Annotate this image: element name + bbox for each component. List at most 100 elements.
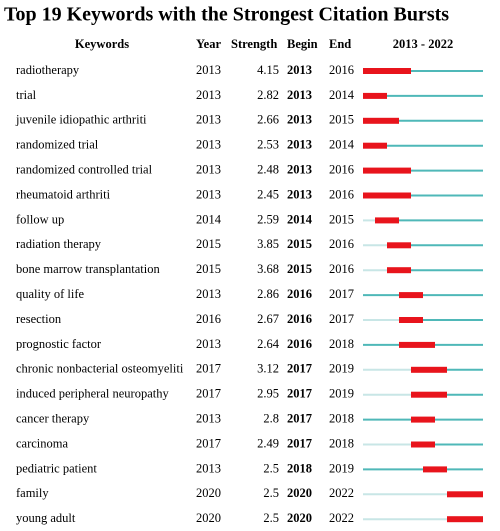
begin: 2016 xyxy=(287,287,312,301)
end: 2016 xyxy=(329,237,354,251)
burst-bar xyxy=(363,68,411,74)
end: 2014 xyxy=(329,88,355,102)
strength: 2.66 xyxy=(257,113,279,127)
begin: 2013 xyxy=(287,187,312,201)
keyword: juvenile idiopathic arthriti xyxy=(15,113,147,127)
header: Year xyxy=(196,37,221,51)
strength: 3.85 xyxy=(257,237,279,251)
strength: 2.5 xyxy=(263,461,279,475)
end: 2016 xyxy=(329,162,354,176)
burst-bar xyxy=(363,192,411,199)
year: 2013 xyxy=(196,138,221,152)
burst-bar xyxy=(411,391,447,398)
begin: 2017 xyxy=(287,436,312,450)
strength: 2.53 xyxy=(257,138,279,152)
strength: 2.67 xyxy=(257,312,279,326)
keyword: family xyxy=(16,486,49,500)
burst-bar xyxy=(363,117,399,124)
keyword: chronic nonbacterial osteomyeliti xyxy=(16,362,184,376)
end: 2018 xyxy=(329,337,354,351)
strength: 4.15 xyxy=(257,63,279,77)
begin: 2020 xyxy=(287,511,312,525)
burst-bar xyxy=(399,292,423,299)
year: 2013 xyxy=(196,113,221,127)
keyword: pediatric patient xyxy=(16,461,97,475)
begin: 2016 xyxy=(287,312,312,326)
burst-bar xyxy=(447,491,483,498)
begin: 2013 xyxy=(287,113,312,127)
begin: 2017 xyxy=(287,362,312,376)
end: 2014 xyxy=(329,138,355,152)
keyword: randomized controlled trial xyxy=(16,162,153,176)
burst-bar xyxy=(375,217,399,224)
year: 2017 xyxy=(196,387,221,401)
burst-bar xyxy=(363,92,387,99)
begin: 2017 xyxy=(287,387,312,401)
burst-bar xyxy=(399,341,435,348)
year: 2017 xyxy=(196,436,221,450)
keyword: follow up xyxy=(16,212,64,226)
burst-bar xyxy=(447,516,483,523)
title: Top 19 Keywords with the Strongest Citat… xyxy=(4,4,449,26)
begin: 2015 xyxy=(287,237,312,251)
keyword: cancer therapy xyxy=(16,411,90,425)
burst-bar xyxy=(363,167,411,174)
keyword: radiation therapy xyxy=(16,237,102,251)
burst-bar xyxy=(387,242,411,249)
year: 2014 xyxy=(196,212,222,226)
strength: 2.48 xyxy=(257,162,279,176)
keyword: carcinoma xyxy=(16,436,69,450)
strength: 2.82 xyxy=(257,88,279,102)
keyword: young adult xyxy=(16,511,76,525)
year: 2020 xyxy=(196,511,221,525)
burst-bar xyxy=(411,416,435,423)
end: 2015 xyxy=(329,212,354,226)
year: 2013 xyxy=(196,187,221,201)
burst-bar xyxy=(387,267,411,274)
end: 2017 xyxy=(329,312,354,326)
year: 2015 xyxy=(196,262,221,276)
begin: 2013 xyxy=(287,63,312,77)
keyword: radiotherapy xyxy=(16,63,80,77)
end: 2022 xyxy=(329,511,354,525)
year: 2013 xyxy=(196,411,221,425)
end: 2017 xyxy=(329,287,354,301)
year: 2013 xyxy=(196,88,221,102)
end: 2016 xyxy=(329,262,354,276)
strength: 2.49 xyxy=(257,436,279,450)
strength: 2.5 xyxy=(263,511,279,525)
keyword: rheumatoid arthriti xyxy=(16,187,111,201)
burst-bar xyxy=(411,366,447,373)
year: 2020 xyxy=(196,486,221,500)
begin: 2013 xyxy=(287,88,312,102)
begin: 2017 xyxy=(287,411,312,425)
keyword: bone marrow transplantation xyxy=(16,262,160,276)
strength: 2.64 xyxy=(257,337,280,351)
header: End xyxy=(329,37,351,51)
year: 2013 xyxy=(196,461,221,475)
strength: 3.12 xyxy=(257,362,279,376)
keyword: resection xyxy=(16,312,62,326)
header: 2013 - 2022 xyxy=(393,37,453,51)
end: 2018 xyxy=(329,411,354,425)
year: 2016 xyxy=(196,312,221,326)
end: 2022 xyxy=(329,486,354,500)
end: 2016 xyxy=(329,63,354,77)
keyword: prognostic factor xyxy=(16,337,102,351)
strength: 2.86 xyxy=(257,287,279,301)
strength: 2.95 xyxy=(257,387,279,401)
end: 2016 xyxy=(329,187,354,201)
header: Strength xyxy=(231,37,277,51)
keyword: quality of life xyxy=(16,287,84,301)
burst-bar xyxy=(363,142,387,149)
keyword: trial xyxy=(16,88,37,102)
keyword: induced peripheral neuropathy xyxy=(16,387,169,401)
strength: 2.8 xyxy=(263,411,279,425)
keyword: randomized trial xyxy=(16,138,99,152)
header: Begin xyxy=(287,37,318,51)
begin: 2014 xyxy=(287,212,313,226)
end: 2019 xyxy=(329,461,354,475)
strength: 3.68 xyxy=(257,262,279,276)
begin: 2016 xyxy=(287,337,312,351)
